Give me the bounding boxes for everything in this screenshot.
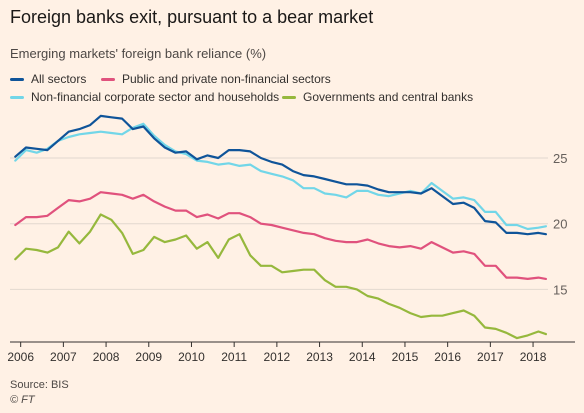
x-tick-label-2013: 2013: [306, 350, 333, 364]
x-tick-label-2011: 2011: [221, 350, 247, 364]
y-tick-label-15: 15: [553, 282, 567, 297]
series-line-governments: [14, 213, 547, 340]
copyright-note: © FT: [10, 394, 35, 406]
chart-title: Foreign banks exit, pursuant to a bear m…: [10, 7, 374, 27]
series-line-all-sectors: [14, 114, 547, 236]
series-line-public-private: [14, 191, 547, 280]
series-line-corporate-households: [14, 122, 547, 231]
x-tick-label-2008: 2008: [93, 350, 120, 364]
chart-subtitle: Emerging markets' foreign bank reliance …: [10, 46, 267, 61]
y-tick-label-20: 20: [553, 217, 567, 232]
x-tick-label-2007: 2007: [50, 350, 77, 364]
x-tick-label-2010: 2010: [178, 350, 205, 364]
x-tick-label-2006: 2006: [7, 350, 34, 364]
legend-swatch-governments: [282, 95, 296, 99]
legend-item-all-sectors: All sectors: [10, 72, 86, 86]
x-tick-label-2015: 2015: [392, 350, 419, 364]
source-note: Source: BIS: [10, 379, 69, 391]
legend-item-public-private: Public and private non-financial sectors: [101, 72, 331, 86]
x-tick-label-2009: 2009: [135, 350, 162, 364]
y-tick-label-25: 25: [553, 151, 567, 166]
legend-item-corporate-households: Non-financial corporate sector and house…: [10, 90, 279, 104]
legend-swatch-all-sectors: [10, 77, 24, 81]
x-tick-label-2012: 2012: [264, 350, 291, 364]
legend-label-all-sectors: All sectors: [31, 72, 87, 86]
legend-label-governments: Governments and central banks: [303, 90, 474, 104]
legend-label-public-private: Public and private non-financial sectors: [122, 72, 331, 86]
x-tick-label-2014: 2014: [349, 350, 376, 364]
legend-item-governments: Governments and central banks: [282, 90, 473, 104]
x-tick-label-2018: 2018: [520, 350, 547, 364]
legend-label-corporate-households: Non-financial corporate sector and house…: [31, 90, 280, 104]
x-tick-label-2016: 2016: [434, 350, 461, 364]
x-tick-label-2017: 2017: [477, 350, 504, 364]
legend-swatch-public-private: [101, 77, 115, 81]
legend-swatch-corporate-households: [10, 95, 24, 99]
